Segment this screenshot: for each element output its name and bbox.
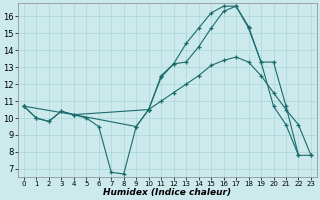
X-axis label: Humidex (Indice chaleur): Humidex (Indice chaleur) [103,188,231,197]
